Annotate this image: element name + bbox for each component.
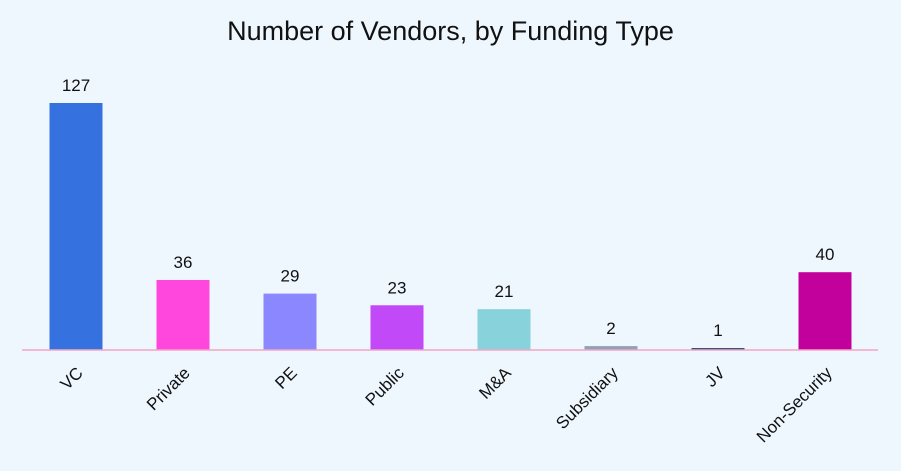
x-tick-label-vc: VC <box>57 363 87 393</box>
x-tick-label-non-security: Non-Security <box>753 363 836 446</box>
x-tick-label-jv: JV <box>701 363 729 391</box>
bar-subsidiary <box>584 346 638 350</box>
data-label-subsidiary: 2 <box>606 319 615 338</box>
data-label-vc: 127 <box>62 76 90 95</box>
bar-non-security <box>798 272 852 350</box>
data-label-public: 23 <box>388 278 407 297</box>
x-tick-label-m-a: M&A <box>475 363 515 403</box>
x-tick-label-private: Private <box>143 363 194 414</box>
bar-private <box>156 279 210 350</box>
bar-m-a <box>477 309 531 350</box>
data-label-pe: 29 <box>281 267 300 286</box>
bar-jv <box>691 348 745 350</box>
data-label-non-security: 40 <box>816 245 835 264</box>
bar-vc <box>49 103 103 350</box>
x-tick-label-pe: PE <box>271 363 300 392</box>
chart-title: Number of Vendors, by Funding Type <box>227 16 674 46</box>
bar-pe <box>263 293 317 350</box>
bar-public <box>370 305 424 350</box>
data-label-m-a: 21 <box>495 282 514 301</box>
data-label-jv: 1 <box>713 321 722 340</box>
x-tick-label-subsidiary: Subsidiary <box>552 363 622 433</box>
data-label-private: 36 <box>174 253 193 272</box>
x-tick-label-public: Public <box>362 363 409 410</box>
